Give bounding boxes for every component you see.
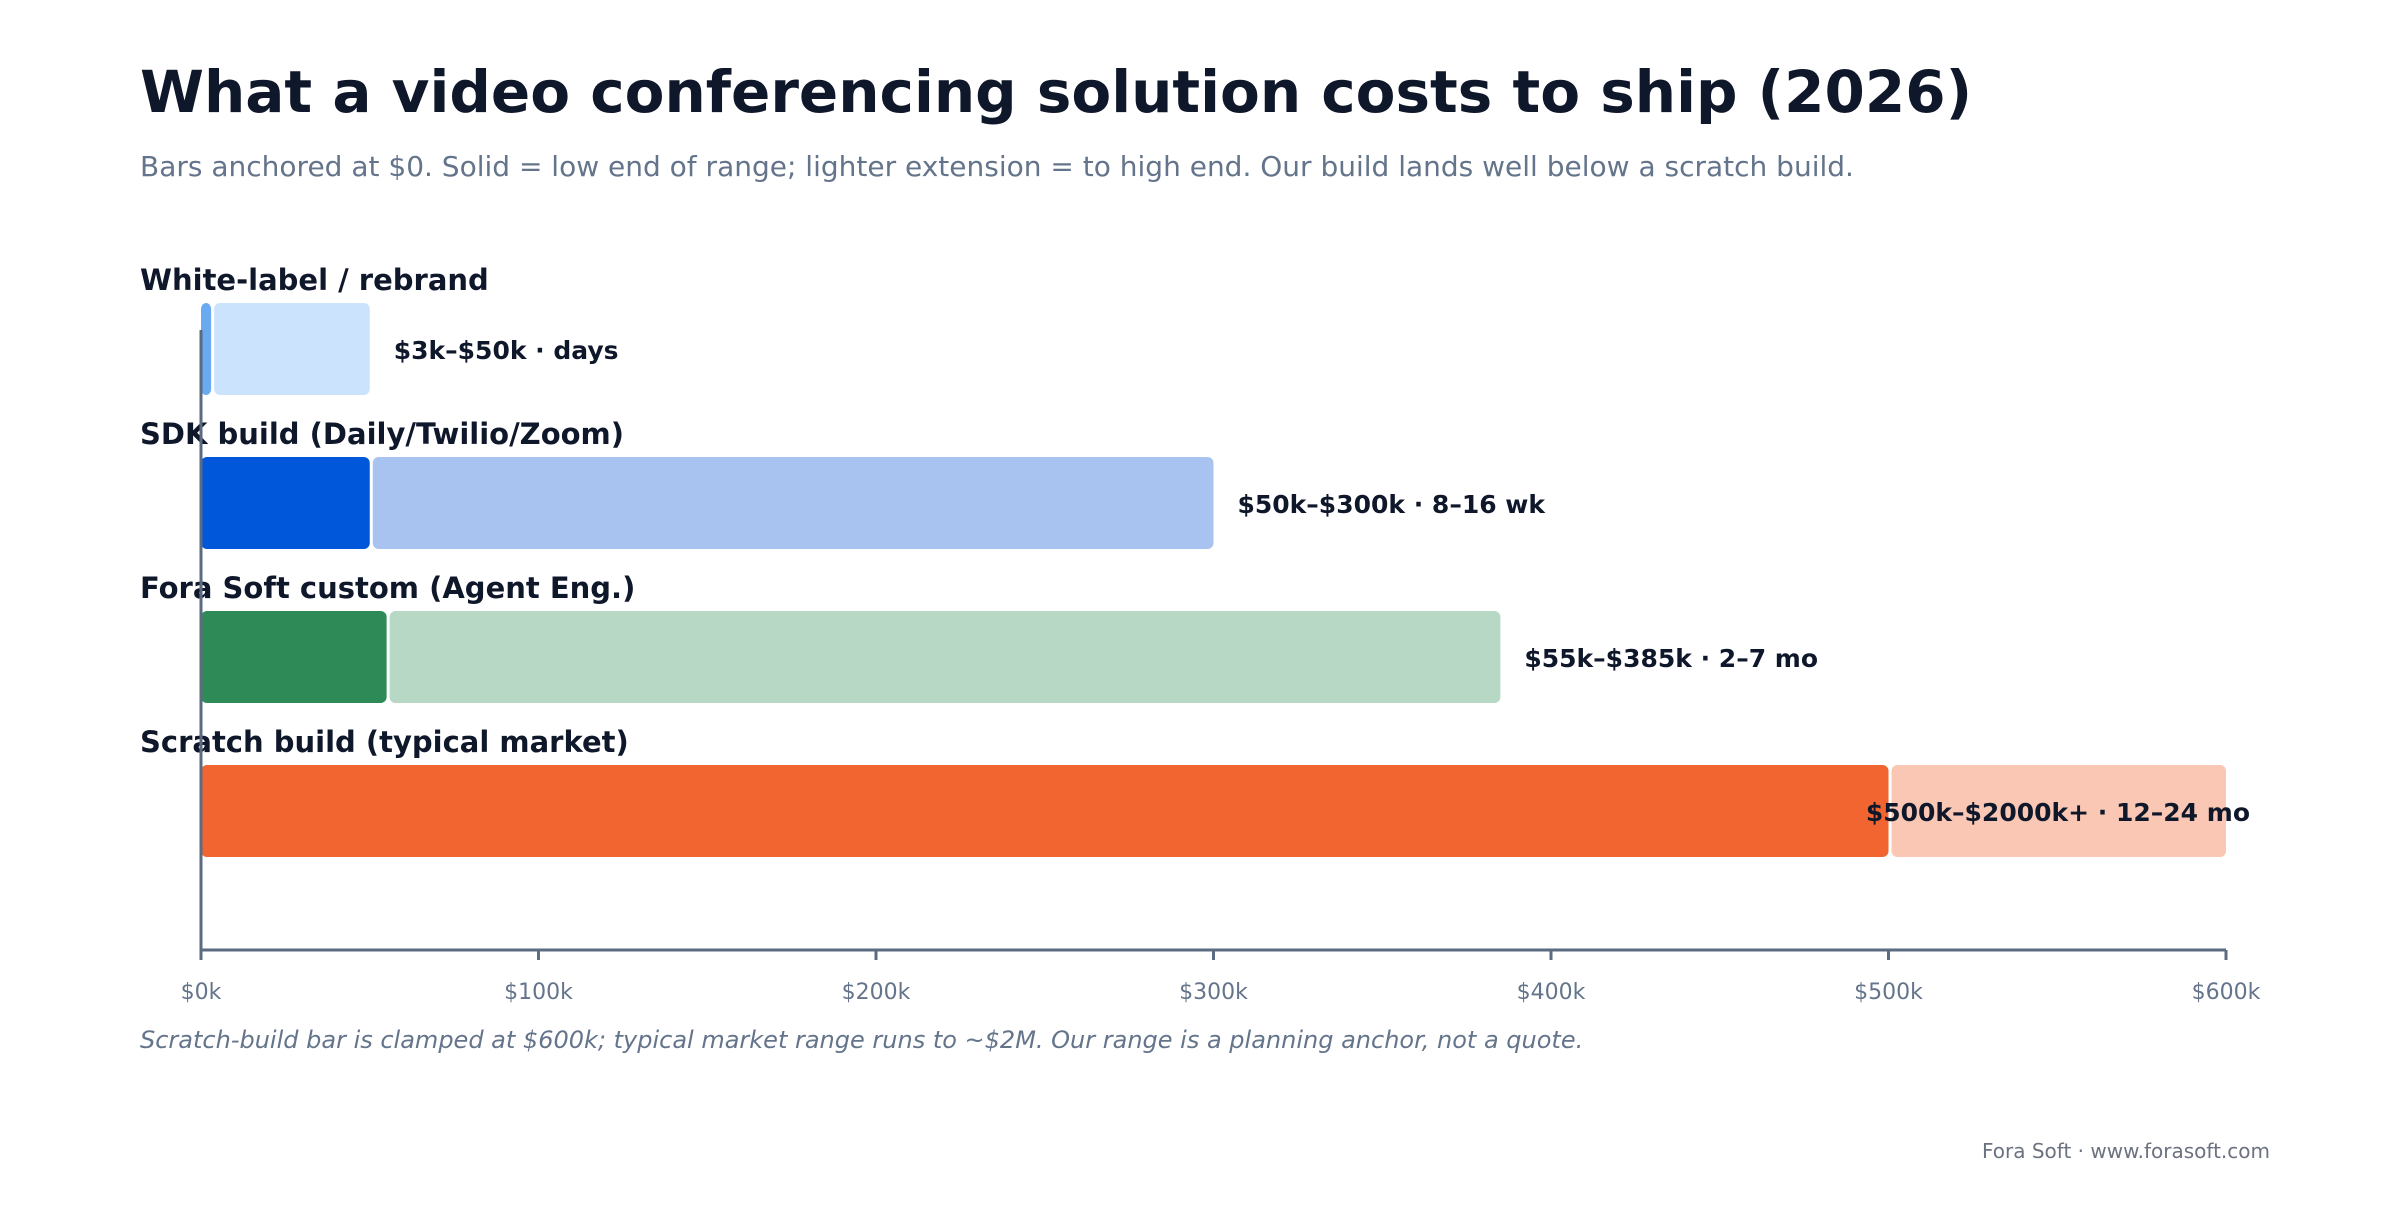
chart-title: What a video conferencing solution costs… — [140, 58, 1972, 126]
bar-low-segment — [201, 457, 370, 549]
category-label: Scratch build (typical market) — [140, 725, 629, 759]
bar-value-label: $3k–$50k · days — [394, 336, 619, 365]
bar-low-segment — [201, 303, 212, 395]
category-label: SDK build (Daily/Twilio/Zoom) — [140, 417, 624, 451]
category-label: Fora Soft custom (Agent Eng.) — [140, 571, 635, 605]
bar-value-label: $500k–$2000k+ · 12–24 mo — [1866, 798, 2250, 827]
x-tick-label: $500k — [1854, 980, 1923, 1005]
bar-value-label: $55k–$385k · 2–7 mo — [1524, 644, 1818, 673]
bar-range-extension — [214, 303, 370, 395]
x-tick-label: $300k — [1179, 980, 1248, 1005]
x-tick-label: $200k — [842, 980, 911, 1005]
bar-range-extension — [1891, 765, 2226, 857]
x-tick-label: $400k — [1517, 980, 1586, 1005]
x-tick-label: $0k — [181, 980, 222, 1005]
bar-low-segment — [201, 765, 1889, 857]
bar-low-segment — [201, 611, 387, 703]
bars-layer: White-label / rebrand $3k–$50k · days SDK … — [140, 263, 2250, 857]
source-credit: Fora Soft · www.forasoft.com — [1982, 1139, 2270, 1163]
x-tick-label: $600k — [2192, 980, 2261, 1005]
chart-footnote: Scratch-build bar is clamped at $600k; t… — [140, 1026, 1583, 1054]
x-axis: $0k $100k $200k $300k $400k $500k $600k — [181, 330, 2261, 1005]
bar-range-extension — [389, 611, 1501, 703]
chart-subtitle: Bars anchored at $0. Solid = low end of … — [140, 150, 1854, 183]
category-label: White-label / rebrand — [140, 263, 489, 297]
bar-range-extension — [372, 457, 1214, 549]
x-tick-label: $100k — [504, 980, 573, 1005]
bar-value-label: $50k–$300k · 8–16 wk — [1238, 490, 1547, 519]
